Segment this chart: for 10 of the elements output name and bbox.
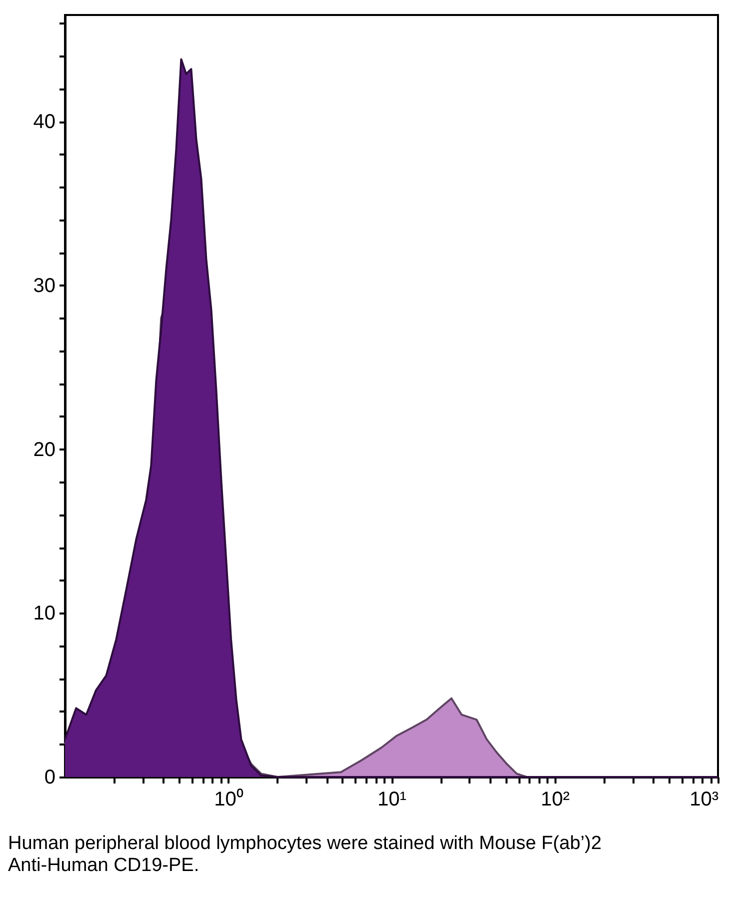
x-tick-label: 10³ [690,788,719,810]
y-tick-label: 10 [33,602,56,625]
y-tick-label: 0 [44,766,56,788]
y-tick-label: 30 [33,274,56,297]
y-tick-label: 20 [33,438,56,461]
text: Human peripheral blood lymphocytes were stained with Mouse F(ab’)2 Anti-Human CD19-PE. [8,833,603,877]
y-tick-label: 40 [33,111,56,134]
x-tick-label: 10¹ [378,788,407,810]
x-tick-label: 10⁰ [214,788,244,810]
x-tick-label: 10² [540,788,570,810]
